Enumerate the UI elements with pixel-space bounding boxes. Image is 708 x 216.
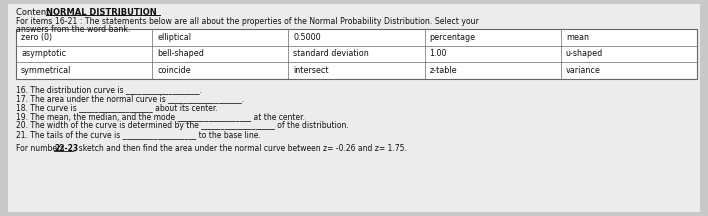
Text: 21. The tails of the curve is ___________________ to the base line.: 21. The tails of the curve is __________…: [16, 130, 261, 139]
Text: u-shaped: u-shaped: [566, 49, 603, 59]
Text: variance: variance: [566, 66, 600, 75]
Text: symmetrical: symmetrical: [21, 66, 72, 75]
Text: answers from the word bank.: answers from the word bank.: [16, 25, 130, 34]
Text: Content:: Content:: [16, 8, 55, 17]
Text: elliptical: elliptical: [157, 33, 191, 42]
Text: 17. The area under the normal curve is ___________________.: 17. The area under the normal curve is _…: [16, 94, 244, 103]
Bar: [16, 29, 697, 79]
Text: 16. The distribution curve is ___________________.: 16. The distribution curve is __________…: [16, 85, 202, 94]
Text: 18. The curve is ___________________ about its center.: 18. The curve is ___________________ abo…: [16, 103, 218, 112]
Text: standard deviation: standard deviation: [293, 49, 369, 59]
Text: For items 16-21 : The statements below are all about the properties of the Norma: For items 16-21 : The statements below a…: [16, 17, 479, 26]
Text: bell-shaped: bell-shaped: [157, 49, 204, 59]
Text: NORMAL DISTRIBUTION: NORMAL DISTRIBUTION: [46, 8, 156, 17]
Text: 22-23: 22-23: [54, 144, 78, 153]
Text: intersect: intersect: [293, 66, 329, 75]
Text: 0.5000: 0.5000: [293, 33, 321, 42]
Text: For numbers: For numbers: [16, 144, 67, 153]
Text: 1.00: 1.00: [430, 49, 447, 59]
Text: coincide: coincide: [157, 66, 191, 75]
Text: mean: mean: [566, 33, 589, 42]
Text: zero (0): zero (0): [21, 33, 52, 42]
Text: asymptotic: asymptotic: [21, 49, 66, 59]
Text: 19. The mean, the median, and the mode ___________________ at the center.: 19. The mean, the median, and the mode _…: [16, 112, 305, 121]
Text: z-table: z-table: [430, 66, 457, 75]
Text: percentage: percentage: [430, 33, 476, 42]
Text: 20. The width of the curve is determined by the ___________________ of the distr: 20. The width of the curve is determined…: [16, 121, 349, 130]
Text: , sketch and then find the area under the normal curve between z= -0.26 and z= 1: , sketch and then find the area under th…: [74, 144, 407, 153]
